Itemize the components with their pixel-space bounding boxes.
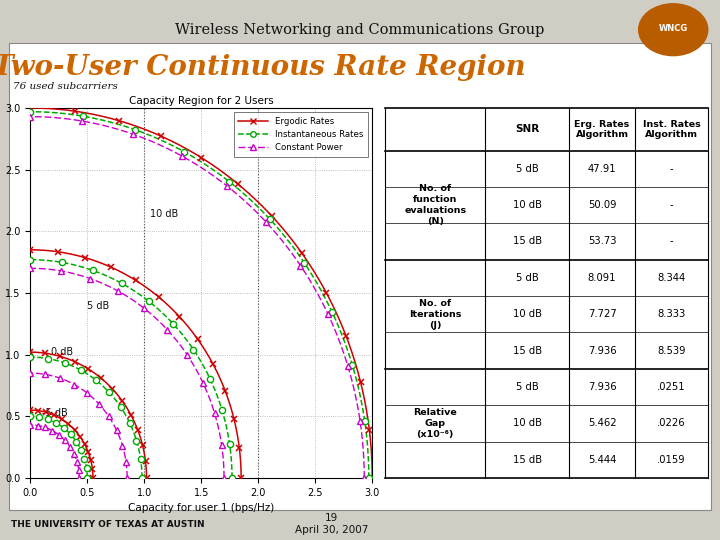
Text: 8.091: 8.091 [588, 273, 616, 283]
Title: Capacity Region for 2 Users: Capacity Region for 2 Users [129, 96, 274, 106]
Text: No. of
Iterations
(J): No. of Iterations (J) [409, 299, 462, 330]
Text: 7.936: 7.936 [588, 382, 616, 392]
Text: Wireless Networking and Communications Group: Wireless Networking and Communications G… [175, 23, 545, 37]
Text: SNR: SNR [515, 124, 539, 134]
Text: -: - [670, 237, 673, 246]
Legend: Ergodic Rates, Instantaneous Rates, Constant Power: Ergodic Rates, Instantaneous Rates, Cons… [234, 112, 368, 157]
Text: 10 dB: 10 dB [150, 208, 178, 219]
Text: No. of
function
evaluations
(N): No. of function evaluations (N) [404, 184, 467, 226]
FancyBboxPatch shape [9, 43, 711, 510]
Text: 8.344: 8.344 [657, 273, 685, 283]
Text: 50.09: 50.09 [588, 200, 616, 210]
Text: 5.462: 5.462 [588, 418, 616, 428]
Text: Relative
Gap
(x10⁻⁶): Relative Gap (x10⁻⁶) [413, 408, 457, 439]
Text: Two-User Continuous Rate Region: Two-User Continuous Rate Region [0, 54, 526, 81]
Text: 8.333: 8.333 [657, 309, 685, 319]
Text: 5 dB: 5 dB [87, 301, 109, 311]
Text: 15 dB: 15 dB [513, 237, 541, 246]
Text: Inst. Rates
Algorithm: Inst. Rates Algorithm [642, 119, 701, 139]
Text: 5 dB: 5 dB [516, 164, 539, 174]
Text: 7.727: 7.727 [588, 309, 616, 319]
Text: 0 dB: 0 dB [50, 347, 73, 356]
Text: WNCG: WNCG [659, 24, 688, 32]
Text: .0159: .0159 [657, 455, 685, 465]
Text: 15 dB: 15 dB [513, 455, 541, 465]
Text: 10 dB: 10 dB [513, 200, 541, 210]
Text: 8.539: 8.539 [657, 346, 685, 356]
Text: -: - [670, 164, 673, 174]
Text: 10 dB: 10 dB [513, 309, 541, 319]
X-axis label: Capacity for user 1 (bps/Hz): Capacity for user 1 (bps/Hz) [128, 503, 274, 513]
Text: 47.91: 47.91 [588, 164, 616, 174]
Text: .0251: .0251 [657, 382, 685, 392]
Text: -: - [670, 200, 673, 210]
Text: 76 used subcarriers: 76 used subcarriers [13, 82, 118, 91]
Text: 19
April 30, 2007: 19 April 30, 2007 [294, 512, 368, 535]
Text: .0226: .0226 [657, 418, 685, 428]
Text: 5 dB: 5 dB [516, 273, 539, 283]
Text: 53.73: 53.73 [588, 237, 616, 246]
Text: -5 dB: -5 dB [42, 408, 68, 418]
Text: THE UNIVERSITY OF TEXAS AT AUSTIN: THE UNIVERSITY OF TEXAS AT AUSTIN [12, 521, 204, 529]
Text: 5 dB: 5 dB [516, 382, 539, 392]
Text: 7.936: 7.936 [588, 346, 616, 356]
Text: 5.444: 5.444 [588, 455, 616, 465]
Circle shape [639, 4, 708, 56]
Text: 15 dB: 15 dB [513, 346, 541, 356]
Text: Erg. Rates
Algorithm: Erg. Rates Algorithm [575, 119, 630, 139]
Text: 10 dB: 10 dB [513, 418, 541, 428]
